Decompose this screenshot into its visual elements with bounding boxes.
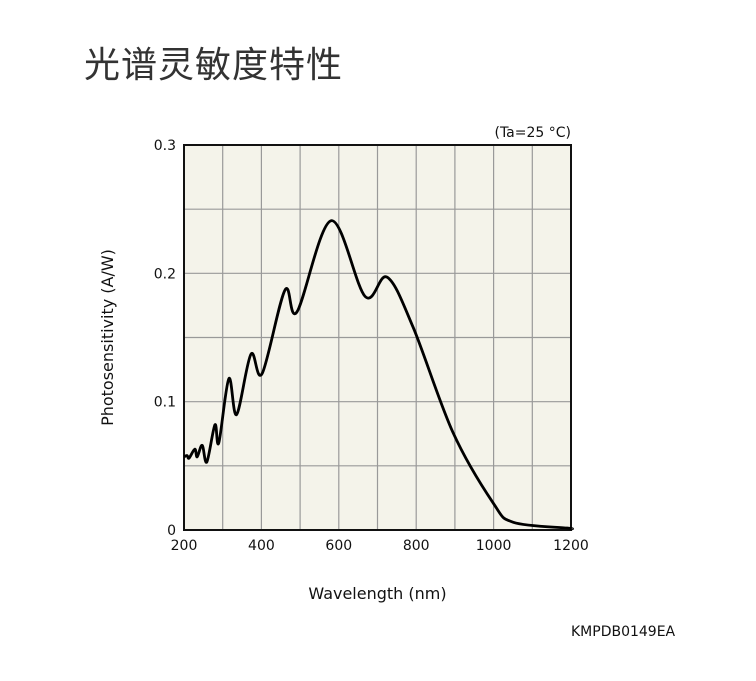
x-axis-label: Wavelength (nm) — [308, 584, 446, 603]
x-tick-label: 1200 — [553, 538, 589, 554]
y-tick-label: 0 — [167, 523, 176, 539]
condition-annotation: (Ta=25 °C) — [494, 125, 571, 141]
y-tick-label: 0.3 — [154, 138, 176, 154]
y-tick-label: 0.2 — [154, 266, 176, 282]
y-tick-label: 0.1 — [154, 395, 176, 411]
x-tick-label: 400 — [248, 538, 275, 554]
figure-code: KMPDB0149EA — [571, 624, 676, 640]
plot-frame — [183, 144, 572, 531]
series-line-photosensitivity — [183, 219, 574, 531]
x-tick-label: 200 — [171, 538, 198, 554]
x-tick-label: 800 — [403, 538, 430, 554]
x-tick-label: 600 — [325, 538, 352, 554]
page-title: 光谱灵敏度特性 — [84, 45, 344, 86]
x-tick-label: 1000 — [476, 538, 512, 554]
y-axis-label: Photosensitivity (A/W) — [98, 249, 117, 426]
